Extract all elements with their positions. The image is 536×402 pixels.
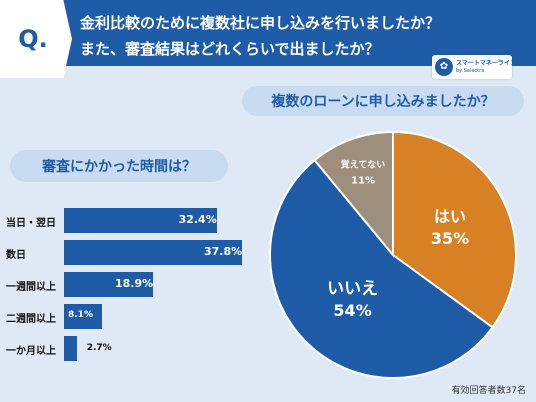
bar bbox=[64, 304, 103, 329]
pie-category-label: 覚えてない bbox=[341, 159, 386, 171]
pie-value-label: 11% bbox=[351, 176, 375, 187]
bar-category-label: 一か月以上 bbox=[6, 346, 56, 357]
bar-value-label: 37.8% bbox=[204, 245, 243, 258]
question-badge: Q. bbox=[0, 0, 72, 78]
pie-category-label: いいえ bbox=[327, 279, 378, 299]
header-banner: Q. 金利比較のために複数社に申し込みを行いましたか？ また、審査結果はどれくら… bbox=[0, 0, 536, 78]
bar-value-label: 8.1% bbox=[68, 310, 93, 320]
bar-category-label: 一週間以上 bbox=[6, 282, 56, 293]
pie-chart-title: 複数のローンに申し込みましたか？ bbox=[242, 86, 524, 116]
bar-value-label: 32.4% bbox=[178, 213, 217, 226]
piggy-bank-icon: ✿ bbox=[435, 58, 453, 76]
pie-slice bbox=[269, 158, 494, 379]
question-line-2: また、審査結果はどれくらいで出ましたか？ bbox=[80, 40, 380, 58]
brand-name: スマートマネーライフ bbox=[456, 60, 516, 67]
bar-value-label: 18.9% bbox=[115, 277, 154, 290]
bar bbox=[64, 208, 217, 233]
question-line-1: 金利比較のために複数社に申し込みを行いましたか？ bbox=[80, 14, 441, 32]
pie-category-label: はい bbox=[434, 207, 466, 226]
bar bbox=[64, 272, 153, 297]
pie-slice bbox=[313, 130, 394, 258]
pie-value-label: 35% bbox=[431, 229, 469, 248]
bar-value-label: 2.7% bbox=[86, 343, 112, 353]
brand-logo: ✿ スマートマネーライフ by Selectra bbox=[432, 55, 516, 79]
bar bbox=[64, 240, 242, 265]
bar bbox=[64, 336, 77, 361]
bar-category-label: 当日・翌日 bbox=[6, 218, 56, 229]
respondent-count: 有効回答者数37名 bbox=[451, 386, 526, 396]
bar-chart-title: 審査にかかった時間は？ bbox=[10, 150, 228, 182]
pie-value-label: 54% bbox=[333, 301, 371, 320]
bar-category-label: 数日 bbox=[6, 250, 26, 261]
bar-category-label: 二週間以上 bbox=[6, 314, 56, 325]
brand-sub: by Selectra bbox=[456, 68, 485, 74]
pie-slice bbox=[392, 130, 517, 329]
